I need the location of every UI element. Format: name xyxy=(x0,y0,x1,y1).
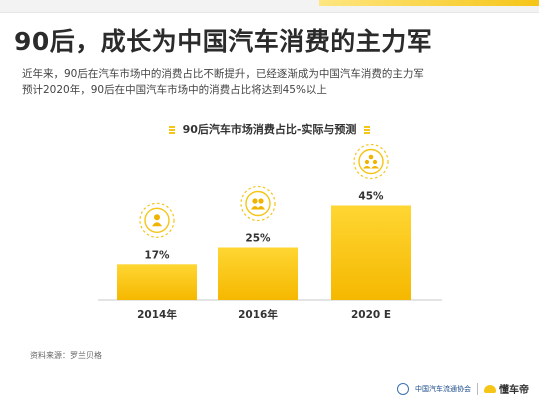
icon-body xyxy=(371,166,379,169)
subtitle-line-2: 预计2020年，90后在中国汽车市场中的消费占比将达到45%以上 xyxy=(22,84,327,96)
icon-outer-ring xyxy=(139,202,175,238)
icon-body xyxy=(257,206,265,210)
brand-logo: 懂车帝 xyxy=(484,381,529,396)
icon-body xyxy=(251,206,259,210)
footer-divider xyxy=(477,382,478,395)
icon-outer-ring xyxy=(353,143,389,180)
association-name: 中国汽车流通协会 xyxy=(415,384,471,393)
person-icon xyxy=(139,202,175,238)
value-label: 45% xyxy=(358,191,384,203)
category-label: 2014年 xyxy=(137,308,177,321)
brand-car-icon xyxy=(484,384,496,393)
icon-outer-ring xyxy=(240,185,276,222)
icon-body xyxy=(152,222,162,227)
brand-name: 懂车帝 xyxy=(499,385,529,396)
chart-title: 90后汽车市场消费占比-实际与预测 xyxy=(168,119,371,139)
icon-inner-ring xyxy=(358,148,384,175)
group-icon xyxy=(240,185,276,222)
category-label: 2020 E xyxy=(351,309,391,321)
value-label: 25% xyxy=(245,233,271,245)
subtitle-line-1: 近年来，90后在汽车市场中的消费占比不断提升，已经逐渐成为中国汽车消费的主力军 xyxy=(22,68,424,80)
icon-head xyxy=(372,159,378,165)
association-logo-icon xyxy=(397,382,409,395)
icon-head xyxy=(364,159,370,165)
value-label: 17% xyxy=(144,249,170,261)
chart-title-wrap: 90后汽车市场消费占比-实际与预测 xyxy=(0,118,539,139)
page-title: 90后，成长为中国汽车消费的主力军 xyxy=(14,27,433,56)
bar xyxy=(218,247,298,300)
icon-head xyxy=(258,198,264,204)
category-label: 2016年 xyxy=(238,308,278,321)
source-note: 资料来源：罗兰贝格 xyxy=(30,351,102,360)
bar xyxy=(117,264,197,300)
icon-inner-ring xyxy=(245,190,271,217)
icon-body xyxy=(363,166,371,169)
top-accent-stripe xyxy=(319,0,539,6)
top-bar xyxy=(0,0,539,13)
footer: 中国汽车流通协会 懂车帝 xyxy=(397,381,529,396)
icon-head xyxy=(252,198,258,204)
bar xyxy=(331,205,411,300)
icon-head xyxy=(368,154,374,160)
team-icon xyxy=(353,143,389,180)
icon-head xyxy=(154,214,160,221)
